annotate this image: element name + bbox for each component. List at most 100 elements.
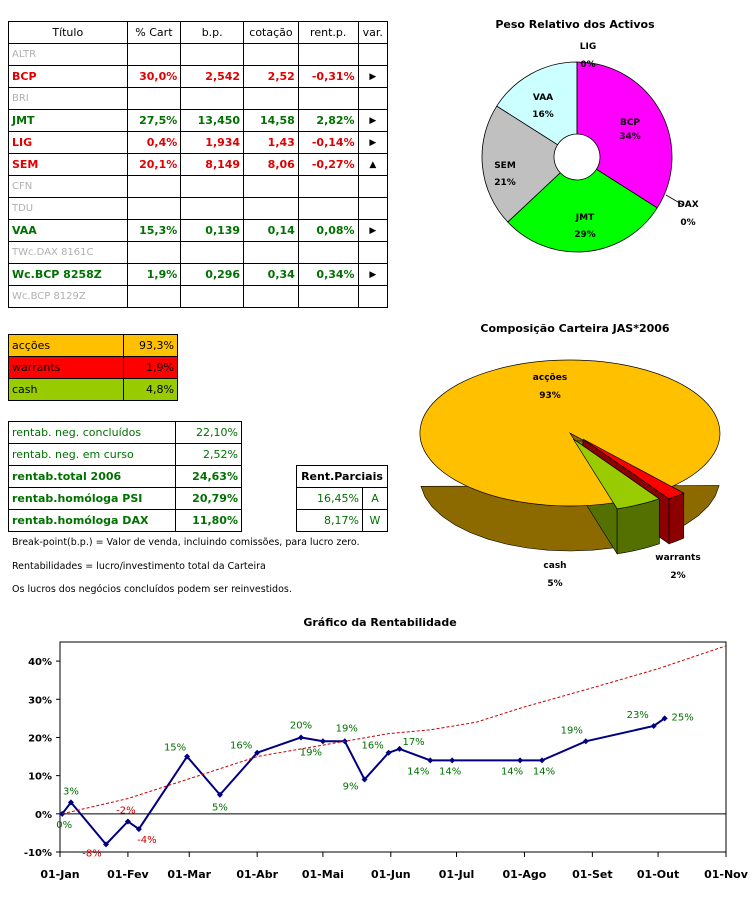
- holding-row: TWc.DAX 8161C: [8, 241, 389, 264]
- holding-cell-rent: 0,34%: [297, 263, 359, 286]
- pie3d-label-cash: cash: [543, 561, 566, 571]
- holding-cell-cotacao: [243, 43, 299, 66]
- holding-row: BRI: [8, 87, 389, 110]
- pie2-title: Composição Carteira JAS*2006: [480, 322, 670, 335]
- returns-label: rentab.homóloga DAX: [8, 509, 176, 532]
- holdings-body: ALTR BCP 30,0% 2,542 2,52 -0,31% ▶ BRI JMT 27,5% 1…: [8, 43, 389, 308]
- data-label: 3%: [63, 786, 79, 797]
- x-tick-label: 01-Abr: [236, 868, 278, 881]
- holding-cell-bp: 8,149: [180, 153, 245, 176]
- holding-cell-titulo: CFN: [8, 175, 128, 198]
- returns-body: rentab. neg. concluídos 22,10% rentab. neg…: [8, 421, 242, 532]
- holding-row: JMT 27,5% 13,450 14,58 2,82% ▶: [8, 109, 389, 132]
- series-point: [661, 715, 668, 722]
- composition-row: cash 4,8%: [8, 378, 178, 401]
- partial-returns-table: Rent.Parciais 16,45% A 8,17% W: [296, 465, 388, 532]
- series-point: [650, 723, 657, 729]
- doughnut-pct-vaa: 16%: [532, 110, 554, 120]
- holding-cell-var: [357, 197, 389, 220]
- holding-cell-cart: 0,4%: [126, 131, 182, 154]
- doughnut-slice-jmt: [507, 168, 658, 253]
- holding-cell-cart: 1,9%: [126, 263, 182, 286]
- composition-table: acções 93,3% warrants 1,9% cash 4,8%: [8, 334, 178, 401]
- holding-row: BCP 30,0% 2,542 2,52 -0,31% ▶: [8, 65, 389, 88]
- holding-cell-var: ▶: [357, 65, 389, 88]
- pie3d-slice-acções: [419, 359, 721, 507]
- x-tick-label: 01-Out: [637, 868, 679, 881]
- returns-row: rentab.total 2006 24,63%: [8, 465, 242, 488]
- partial-row: 8,17% W: [296, 509, 388, 532]
- holding-cell-var: [357, 43, 389, 66]
- composition-value: 93,3%: [123, 334, 178, 357]
- composition-label: acções: [8, 334, 124, 357]
- holding-cell-cotacao: [243, 197, 299, 220]
- holding-cell-cotacao: 2,52: [243, 65, 299, 88]
- holding-cell-bp: 0,296: [180, 263, 245, 286]
- doughnut-label-sem: SEM: [494, 161, 516, 171]
- partial-row: 16,45% A: [296, 487, 388, 510]
- data-label: 23%: [627, 710, 649, 721]
- holding-cell-bp: 0,139: [180, 219, 245, 242]
- doughnut-pct-bcp: 34%: [619, 132, 641, 142]
- holding-cell-bp: 13,450: [180, 109, 245, 132]
- holding-cell-var: ▶: [357, 219, 389, 242]
- holdings-table: Título % Cart b.p. cotação rent.p. var. …: [8, 21, 389, 308]
- returns-label: rentab.homóloga PSI: [8, 487, 176, 510]
- pie3d-label-warrants: warrants: [655, 553, 700, 563]
- returns-label: rentab. neg. concluídos: [8, 421, 176, 444]
- doughnut-slice-sem: [481, 105, 561, 223]
- holding-cell-var: [357, 241, 389, 264]
- partial-value: 8,17%: [296, 509, 363, 532]
- doughnut-slice-vaa: [496, 61, 578, 146]
- holding-cell-rent: [297, 175, 359, 198]
- holding-cell-var: [357, 87, 389, 110]
- composition-row: acções 93,3%: [8, 334, 178, 357]
- holding-cell-cotacao: [243, 175, 299, 198]
- holding-cell-var: [357, 175, 389, 198]
- partial-code: W: [362, 509, 388, 532]
- series-point: [449, 757, 456, 764]
- data-label: 16%: [362, 741, 384, 752]
- holding-cell-rent: [297, 285, 359, 308]
- holding-cell-bp: 2,542: [180, 65, 245, 88]
- pie3d-slice-warrants: [582, 438, 685, 500]
- series-point: [297, 734, 304, 741]
- series-point: [319, 738, 326, 745]
- composition-label: warrants: [8, 356, 124, 379]
- doughnut-label-bcp: BCP: [620, 118, 640, 128]
- holding-cell-rent: -0,31%: [297, 65, 359, 88]
- doughnut-label-jmt: JMT: [575, 213, 595, 223]
- doughnut-pct-lig: 0%: [580, 60, 595, 70]
- composition-label: cash: [8, 378, 124, 401]
- series-point: [184, 753, 191, 760]
- holding-row: TDU: [8, 197, 389, 220]
- holding-cell-titulo: SEM: [8, 153, 128, 176]
- composition-row: warrants 1,9%: [8, 356, 178, 379]
- returns-value: 20,79%: [175, 487, 242, 510]
- partial-header: Rent.Parciais: [296, 465, 388, 488]
- series-point: [67, 799, 74, 806]
- series-line-1: [62, 645, 727, 815]
- note-break-point: Break-point(b.p.) = Valor de venda, incl…: [12, 537, 360, 548]
- data-label: -2%: [116, 805, 135, 816]
- doughnut-label-lig: LIG: [580, 42, 596, 52]
- data-label: 14%: [407, 766, 429, 777]
- portfolio-composition-pie-chart: acções 93% warrants 2% cash 5%: [419, 359, 721, 589]
- series-point: [361, 776, 368, 783]
- holding-cell-bp: 1,934: [180, 131, 245, 154]
- holding-cell-cotacao: 8,06: [243, 153, 299, 176]
- doughnut-pct-sem: 21%: [494, 178, 516, 188]
- note-lucros: Os lucros dos negócios concluídos podem …: [12, 584, 292, 595]
- data-label: 19%: [300, 747, 322, 758]
- x-tick-label: 01-Fev: [107, 868, 149, 881]
- holding-cell-bp: [180, 241, 245, 264]
- series-point: [517, 757, 524, 764]
- series-point: [124, 818, 131, 825]
- partial-header-row: Rent.Parciais: [296, 465, 388, 488]
- holding-cell-titulo: Wc.BCP 8129Z: [8, 285, 128, 308]
- holding-cell-rent: -0,27%: [297, 153, 359, 176]
- series-point: [427, 757, 434, 764]
- holding-cell-cart: [126, 285, 182, 308]
- composition-body: acções 93,3% warrants 1,9% cash 4,8%: [8, 334, 178, 401]
- data-label: 17%: [402, 737, 424, 748]
